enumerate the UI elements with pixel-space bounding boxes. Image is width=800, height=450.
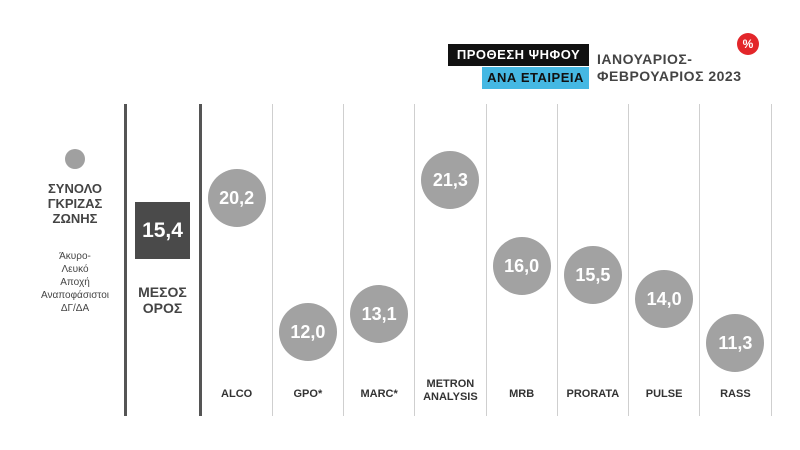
category-label-line: RASS [720, 388, 751, 400]
legend-item: Αποχή [60, 277, 90, 288]
legend-title-line: ΓΚΡΙΖΑΣ [47, 196, 103, 211]
header-period: ΙΑΝΟΥΑΡΙΟΣ- ΦΕΒΡΟΥΑΡΙΟΣ 2023 [597, 51, 742, 85]
header-title-blue: ΑΝΑ ΕΤΑΙΡΕΙΑ [482, 67, 589, 89]
category-label-line: ALCO [221, 388, 253, 400]
legend-item: Άκυρο- [59, 251, 91, 262]
category-label-line: GPO* [293, 388, 323, 400]
legend-item: Λευκό [61, 264, 89, 275]
category-label-line: ANALYSIS [423, 391, 478, 403]
column-divider [770, 104, 772, 416]
mean-label-line: ΜΕΣΟΣ [138, 284, 187, 300]
category-label: PRORATA [557, 388, 628, 401]
legend-title: ΣΥΝΟΛΟ ΓΚΡΙΖΑΣ ΖΩΝΗΣ [20, 181, 130, 226]
value-bubble: 21,3 [421, 151, 480, 209]
legend-item: ΔΓ/ΔΑ [60, 303, 90, 314]
category-label-line: PULSE [645, 388, 683, 400]
mean-label: ΜΕΣΟΣ ΟΡΟΣ [125, 284, 200, 316]
category-label: PULSE [629, 388, 700, 401]
category-label: RASS [700, 388, 771, 401]
category-label: ALCO [201, 388, 272, 401]
legend-item: Αναποφάσιστοι [40, 290, 109, 301]
column-divider [556, 104, 558, 416]
value-bubble: 15,5 [563, 245, 622, 304]
header-period-line2: ΦΕΒΡΟΥΑΡΙΟΣ 2023 [597, 68, 742, 84]
divider-line [199, 104, 202, 416]
value-bubble: 20,2 [207, 168, 266, 227]
column-divider [699, 104, 701, 416]
column-divider [628, 104, 629, 416]
value-bubble: 16,0 [492, 237, 551, 296]
legend-dot-icon [65, 149, 85, 169]
value-bubble: 14,0 [635, 269, 694, 328]
legend-title-line: ΖΩΝΗΣ [52, 211, 98, 226]
value-bubble: 12,0 [278, 302, 337, 361]
column-divider [485, 104, 487, 416]
category-label-line: MRB [509, 388, 535, 400]
legend-title-line: ΣΥΝΟΛΟ [47, 181, 103, 196]
header-title-black: ΠΡΟΘΕΣΗ ΨΗΦΟΥ [448, 44, 589, 66]
column-divider [414, 104, 416, 416]
category-label-line: PRORATA [566, 388, 620, 400]
mean-box: 15,4 [135, 202, 190, 259]
legend-items: Άκυρο- Λευκό Αποχή Αναποφάσιστοι ΔΓ/ΔΑ [20, 250, 130, 315]
mean-label-line: ΟΡΟΣ [142, 300, 183, 316]
category-label: GPO* [272, 388, 343, 401]
category-label: MRB [486, 388, 557, 401]
header-period-line1: ΙΑΝΟΥΑΡΙΟΣ- [597, 51, 693, 67]
category-label: METRON ANALYSIS [415, 378, 486, 404]
value-bubble: 13,1 [350, 284, 409, 343]
category-label-line: METRON [426, 378, 475, 390]
category-label: MARC* [344, 388, 415, 401]
column-divider [271, 104, 273, 416]
column-divider [343, 104, 344, 416]
value-bubble: 11,3 [706, 314, 765, 372]
percent-badge-icon: % [737, 33, 759, 55]
divider-line [124, 104, 127, 416]
category-label-line: MARC* [360, 388, 398, 400]
